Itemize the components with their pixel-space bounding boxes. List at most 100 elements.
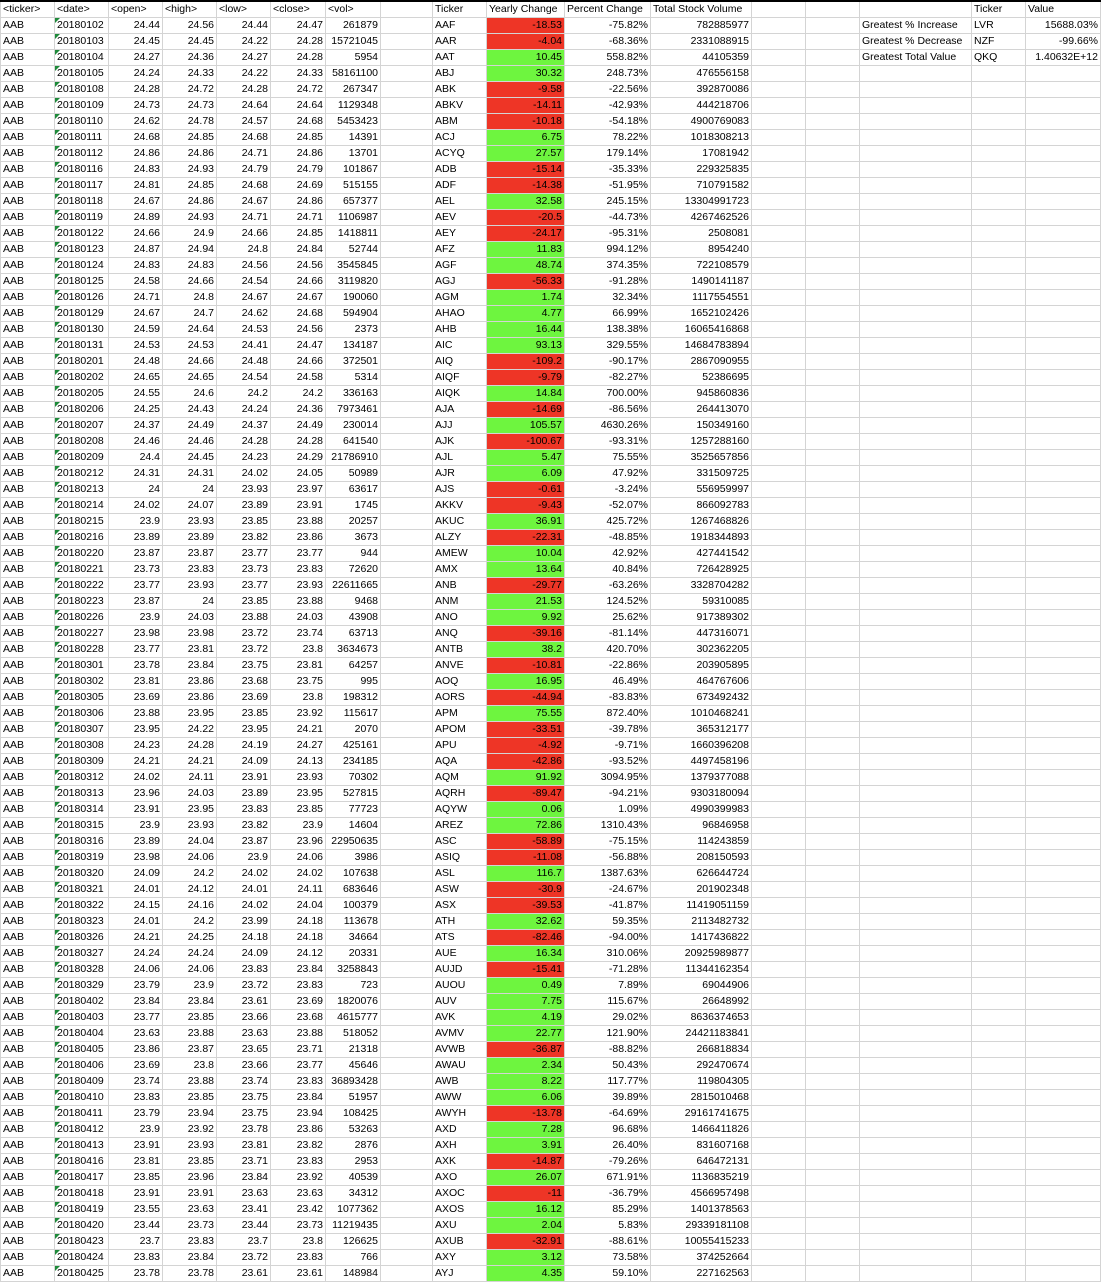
empty-cell[interactable] — [1025, 801, 1101, 818]
empty-cell[interactable] — [971, 1009, 1026, 1026]
empty-cell[interactable] — [1025, 961, 1101, 978]
value-cell[interactable]: 24.4 — [108, 449, 163, 466]
empty-cell[interactable] — [805, 177, 860, 194]
percent-change-cell[interactable]: -94.00% — [564, 929, 651, 946]
yearly-change-cell[interactable]: 4.77 — [486, 305, 565, 322]
value-cell[interactable]: 70302 — [325, 769, 381, 786]
empty-cell[interactable] — [751, 945, 806, 962]
date-cell[interactable]: 20180206 — [54, 401, 109, 418]
empty-cell[interactable] — [751, 913, 806, 930]
value-cell[interactable]: 24.04 — [270, 897, 326, 914]
value-cell[interactable]: 24.57 — [216, 113, 271, 130]
value-cell[interactable]: 24.83 — [162, 257, 217, 274]
value-cell[interactable]: 23.83 — [108, 1249, 163, 1266]
empty-cell[interactable] — [971, 1137, 1026, 1154]
date-cell[interactable]: 20180220 — [54, 545, 109, 562]
value-cell[interactable]: 23.73 — [108, 561, 163, 578]
ticker-cell[interactable]: AAB — [0, 881, 55, 898]
empty-cell[interactable] — [805, 209, 860, 226]
ticker-cell[interactable]: AAB — [0, 129, 55, 146]
summary-ticker-cell[interactable]: ASL — [432, 865, 487, 882]
value-cell[interactable]: 24.67 — [216, 193, 271, 210]
total-volume-cell[interactable]: 1267468826 — [650, 513, 752, 530]
summary-ticker-cell[interactable]: ANM — [432, 593, 487, 610]
value-cell[interactable]: 24.86 — [108, 145, 163, 162]
value-cell[interactable]: 527815 — [325, 785, 381, 802]
empty-cell[interactable] — [1025, 177, 1101, 194]
empty-cell[interactable] — [971, 865, 1026, 882]
empty-cell[interactable] — [859, 1009, 972, 1026]
value-cell[interactable]: 24.44 — [216, 17, 271, 34]
value-cell[interactable]: 23.83 — [108, 1089, 163, 1106]
ticker-cell[interactable]: AAB — [0, 113, 55, 130]
value-cell[interactable]: 24.65 — [162, 369, 217, 386]
empty-cell[interactable] — [971, 1041, 1026, 1058]
summary-ticker-cell[interactable]: AVWB — [432, 1041, 487, 1058]
empty-cell[interactable] — [751, 17, 806, 34]
summary-ticker-cell[interactable]: AIQK — [432, 385, 487, 402]
value-cell[interactable]: 23.9 — [216, 849, 271, 866]
percent-change-cell[interactable]: -35.33% — [564, 161, 651, 178]
value-cell[interactable]: 24.07 — [162, 497, 217, 514]
empty-cell[interactable] — [971, 1121, 1026, 1138]
total-volume-cell[interactable]: 26648992 — [650, 993, 752, 1010]
summary-ticker-cell[interactable]: AMX — [432, 561, 487, 578]
value-cell[interactable]: 23.91 — [270, 497, 326, 514]
date-cell[interactable]: 20180207 — [54, 417, 109, 434]
percent-change-cell[interactable]: 425.72% — [564, 513, 651, 530]
summary-ticker-cell[interactable]: AIQ — [432, 353, 487, 370]
empty-cell[interactable] — [380, 1265, 433, 1282]
column-header-1[interactable]: <ticker> — [0, 0, 55, 18]
empty-cell[interactable] — [380, 1137, 433, 1154]
yearly-change-cell[interactable]: -29.77 — [486, 577, 565, 594]
greatest-value-cell[interactable]: 15688.03% — [1025, 17, 1101, 34]
value-cell[interactable]: 230014 — [325, 417, 381, 434]
ticker-cell[interactable]: AAB — [0, 65, 55, 82]
total-volume-cell[interactable]: 59310085 — [650, 593, 752, 610]
total-volume-cell[interactable]: 2508081 — [650, 225, 752, 242]
empty-cell[interactable] — [859, 609, 972, 626]
empty-cell[interactable] — [751, 881, 806, 898]
empty-cell[interactable] — [805, 1233, 860, 1250]
value-cell[interactable]: 21786910 — [325, 449, 381, 466]
empty-cell[interactable] — [971, 113, 1026, 130]
value-cell[interactable]: 21318 — [325, 1041, 381, 1058]
value-cell[interactable]: 23.65 — [216, 1041, 271, 1058]
value-cell[interactable]: 24.27 — [108, 49, 163, 66]
empty-cell[interactable] — [971, 593, 1026, 610]
empty-cell[interactable] — [751, 641, 806, 658]
yearly-change-cell[interactable]: -39.53 — [486, 897, 565, 914]
value-cell[interactable]: 23.63 — [270, 1185, 326, 1202]
value-cell[interactable]: 23.85 — [216, 513, 271, 530]
empty-cell[interactable] — [751, 1089, 806, 1106]
percent-change-cell[interactable]: 1.09% — [564, 801, 651, 818]
empty-cell[interactable] — [859, 1089, 972, 1106]
ticker-cell[interactable]: AAB — [0, 769, 55, 786]
date-cell[interactable]: 20180305 — [54, 689, 109, 706]
date-cell[interactable]: 20180322 — [54, 897, 109, 914]
ticker-cell[interactable]: AAB — [0, 17, 55, 34]
summary-ticker-cell[interactable]: ASIQ — [432, 849, 487, 866]
ticker-cell[interactable]: AAB — [0, 497, 55, 514]
empty-cell[interactable] — [380, 625, 433, 642]
yearly-change-cell[interactable]: 7.75 — [486, 993, 565, 1010]
summary-ticker-cell[interactable]: AKUC — [432, 513, 487, 530]
empty-cell[interactable] — [971, 993, 1026, 1010]
ticker-cell[interactable]: AAB — [0, 1233, 55, 1250]
empty-cell[interactable] — [751, 433, 806, 450]
empty-cell[interactable] — [859, 977, 972, 994]
empty-cell[interactable] — [380, 209, 433, 226]
empty-cell[interactable] — [859, 321, 972, 338]
date-cell[interactable]: 20180404 — [54, 1025, 109, 1042]
ticker-cell[interactable]: AAB — [0, 913, 55, 930]
empty-cell[interactable] — [751, 161, 806, 178]
percent-change-cell[interactable]: -81.14% — [564, 625, 651, 642]
value-cell[interactable]: 23.89 — [216, 497, 271, 514]
summary-ticker-cell[interactable]: AIQF — [432, 369, 487, 386]
value-cell[interactable]: 23.72 — [216, 1249, 271, 1266]
value-cell[interactable]: 24.56 — [270, 321, 326, 338]
value-cell[interactable]: 3673 — [325, 529, 381, 546]
empty-cell[interactable] — [805, 737, 860, 754]
value-cell[interactable]: 23.72 — [216, 977, 271, 994]
total-volume-cell[interactable]: 945860836 — [650, 385, 752, 402]
